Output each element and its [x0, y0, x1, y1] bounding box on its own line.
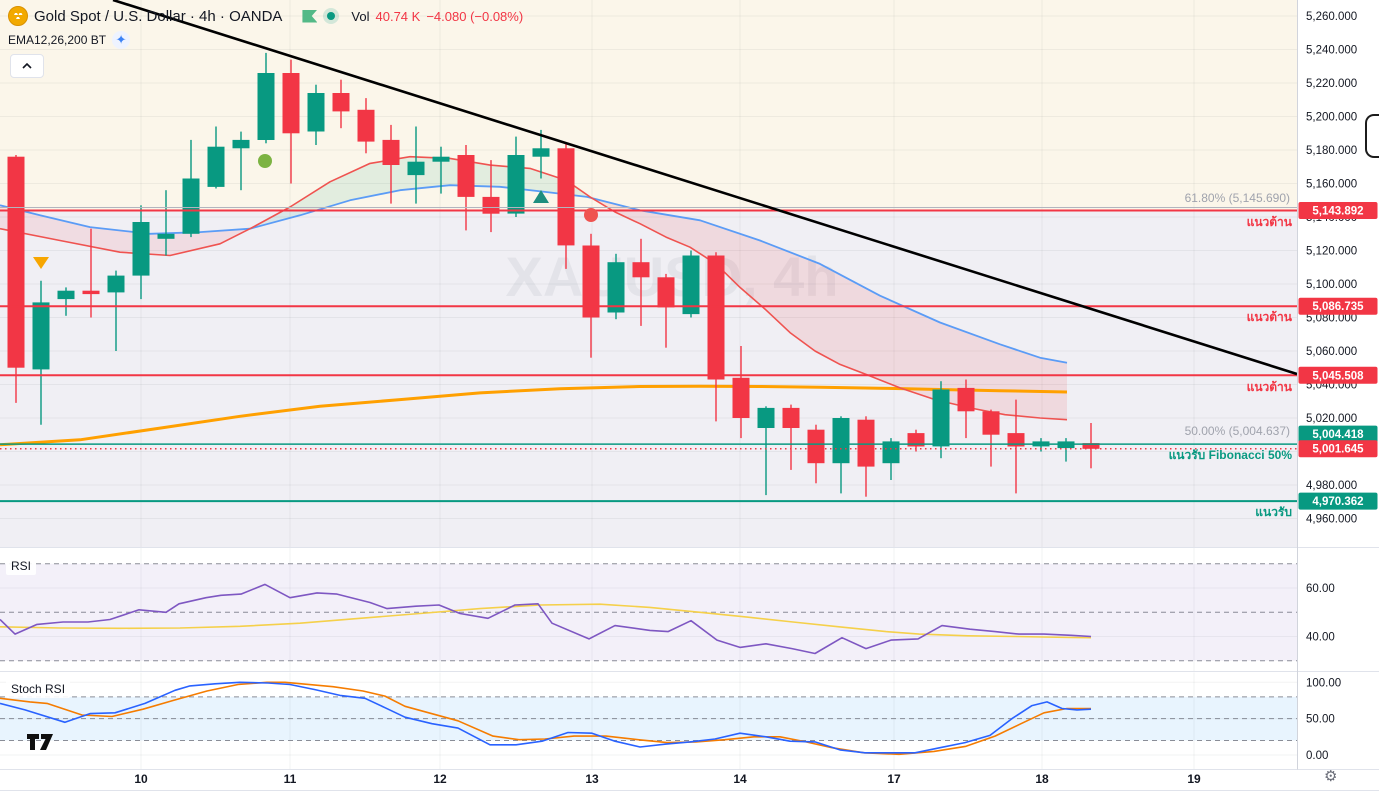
time-tick-label: 11 [284, 772, 297, 786]
price-tick-label: 5,120.000 [1306, 246, 1357, 258]
chevron-up-icon [22, 63, 32, 69]
svg-text:4,970.362: 4,970.362 [1312, 496, 1363, 508]
ema-indicator-label[interactable]: EMA12,26,200 BT [8, 33, 107, 47]
rsi-pane [0, 563, 1297, 662]
signal-circle-icon [258, 154, 272, 168]
gold-coin-icon [8, 6, 28, 26]
svg-text:5,086.735: 5,086.735 [1312, 301, 1364, 313]
tradingview-logo[interactable] [26, 730, 56, 757]
price-tick-label: 5,160.000 [1306, 179, 1357, 191]
volume-value: 40.74 K [375, 8, 421, 24]
time-tick-label: 12 [433, 772, 447, 786]
descending-trendline[interactable] [112, 0, 1298, 376]
time-tick-label: 13 [585, 772, 599, 786]
connection-dot-icon [323, 8, 340, 24]
timezone-settings-gear-icon[interactable]: ⚙ [1324, 767, 1338, 785]
price-tick-label: 5,100.000 [1306, 279, 1357, 291]
rsi-tick-label: 40.00 [1306, 632, 1335, 644]
market-status-flag-icon [302, 9, 318, 23]
rsi-tick-label: 60.00 [1306, 583, 1335, 595]
time-tick-label: 17 [887, 772, 901, 786]
gridlines [0, 0, 1297, 770]
zone-label-text: แนวรับ [1255, 505, 1292, 519]
price-tick-label: 5,060.000 [1306, 346, 1357, 358]
indicator-legend-row[interactable]: EMA12,26,200 BT ✦ [8, 31, 523, 49]
volume-change: −4.080 (−0.08%) [426, 8, 524, 24]
stoch-rsi-pane-label[interactable]: Stoch RSI [6, 680, 71, 698]
fib-level-text: 61.80% (5,145.690) [1185, 191, 1290, 205]
fib-level-text: 50.00% (5,004.637) [1185, 424, 1290, 438]
price-axis-labels: 5,143.892 5,086.735 5,045.508 5,004.418 4,97… [1298, 202, 1378, 510]
price-tick-label: 5,020.000 [1306, 413, 1357, 425]
price-scale-handle[interactable] [1365, 114, 1379, 158]
drawing-annotations: 61.80% (5,145.690) 50.00% (5,004.637) แนวต… [1169, 191, 1293, 519]
symbol-title[interactable]: Gold Spot / U.S. Dollar · 4h · OANDA [34, 7, 283, 25]
collapse-legend-button[interactable] [10, 54, 44, 78]
ema-cloud [0, 156, 1067, 420]
chart-legend: Gold Spot / U.S. Dollar · 4h · OANDA Vol… [8, 5, 523, 49]
stoch-rsi-pane [0, 681, 1297, 756]
sell-triangle-icon [33, 257, 49, 269]
zone-label-text: แนวต้าน [1247, 380, 1293, 394]
stoch-tick-label: 0.00 [1306, 750, 1328, 762]
price-tick-label: 5,080.000 [1306, 313, 1357, 325]
price-tick-label: 5,240.000 [1306, 45, 1357, 57]
price-axis[interactable]: 5,260.000 5,240.000 5,220.000 5,200.000 5,18… [1306, 11, 1357, 762]
time-tick-label: 19 [1187, 772, 1201, 786]
svg-text:5,004.418: 5,004.418 [1312, 429, 1364, 441]
price-tick-label: 5,200.000 [1306, 112, 1357, 124]
price-tick-label: 5,220.000 [1306, 78, 1357, 90]
price-tick-label: 5,180.000 [1306, 145, 1357, 157]
signal-markers [33, 154, 598, 269]
price-tick-label: 5,260.000 [1306, 11, 1357, 23]
zone-label-text: แนวต้าน [1247, 310, 1293, 324]
time-axis[interactable]: 10 11 12 13 14 17 18 19 [134, 772, 1201, 786]
price-tick-label: 4,960.000 [1306, 514, 1357, 526]
time-tick-label: 18 [1035, 772, 1049, 786]
candlesticks [7, 52, 1100, 497]
svg-text:5,143.892: 5,143.892 [1312, 205, 1363, 217]
svg-text:5,045.508: 5,045.508 [1312, 370, 1364, 382]
zone-label-text: แนวรับ Fibonacci 50% [1169, 448, 1293, 462]
rsi-pane-label[interactable]: RSI [6, 557, 37, 575]
time-tick-label: 14 [733, 772, 747, 786]
zone-label-text: แนวต้าน [1247, 215, 1293, 229]
ai-sparkle-icon[interactable]: ✦ [112, 31, 131, 49]
signal-circle-icon [584, 208, 598, 222]
time-tick-label: 10 [134, 772, 148, 786]
price-tick-label: 4,980.000 [1306, 480, 1357, 492]
stoch-tick-label: 50.00 [1306, 714, 1335, 726]
symbol-legend-row[interactable]: Gold Spot / U.S. Dollar · 4h · OANDA Vol… [8, 5, 523, 27]
svg-text:5,001.645: 5,001.645 [1312, 444, 1364, 456]
buy-triangle-icon [533, 190, 549, 203]
stoch-tick-label: 100.00 [1306, 677, 1341, 689]
volume-label: Vol [351, 8, 370, 24]
